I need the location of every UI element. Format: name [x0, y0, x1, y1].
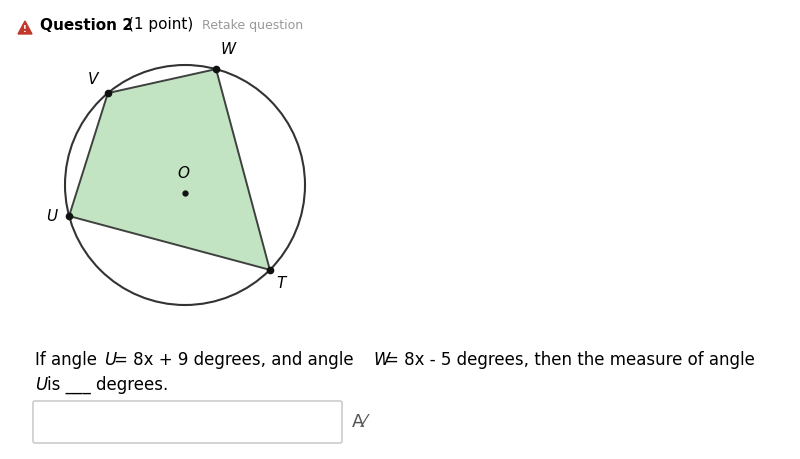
Text: W: W	[220, 42, 235, 57]
Text: W: W	[373, 351, 390, 369]
Text: = 8x + 9 degrees, and angle: = 8x + 9 degrees, and angle	[114, 351, 359, 369]
Text: V: V	[87, 72, 98, 87]
Text: is ___ degrees.: is ___ degrees.	[47, 376, 168, 394]
Text: T: T	[276, 276, 286, 291]
Text: A⁄: A⁄	[352, 413, 367, 431]
Text: U: U	[35, 376, 47, 394]
FancyBboxPatch shape	[33, 401, 342, 443]
Polygon shape	[69, 69, 270, 270]
Text: !: !	[23, 26, 27, 34]
Text: (1 point): (1 point)	[128, 17, 194, 33]
Text: Retake question: Retake question	[202, 18, 303, 32]
Polygon shape	[18, 21, 32, 34]
Text: = 8x - 5 degrees, then the measure of angle: = 8x - 5 degrees, then the measure of an…	[385, 351, 755, 369]
Text: U: U	[104, 351, 116, 369]
Text: Question 2: Question 2	[40, 17, 133, 33]
Text: U: U	[46, 208, 57, 224]
Text: If angle: If angle	[35, 351, 102, 369]
Text: O: O	[177, 166, 189, 180]
